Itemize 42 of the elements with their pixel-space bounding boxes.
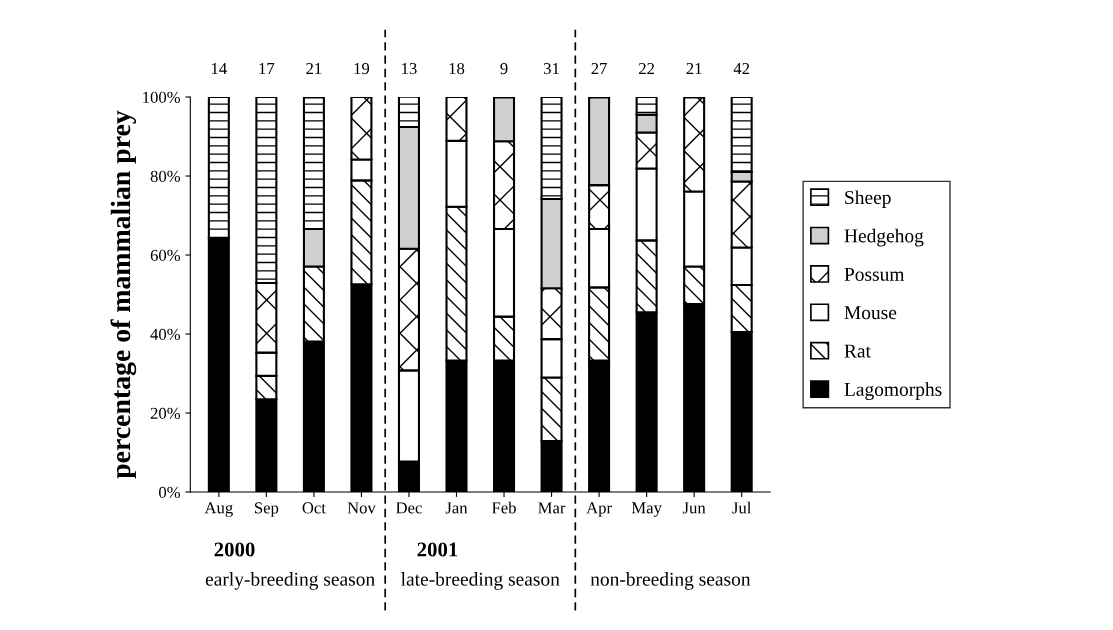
- x-tick-label: Feb: [492, 501, 516, 514]
- annotation: 13: [402, 62, 417, 75]
- x-tick-label: Mar: [538, 502, 566, 514]
- annotation: 21: [686, 62, 702, 75]
- y-tick-label: 80%: [150, 170, 181, 183]
- text: late-breeding season: [401, 572, 560, 590]
- x-tick-label: Nov: [347, 502, 376, 514]
- legend-label: Lagomorphs: [844, 382, 942, 400]
- y-tick-label: 40%: [150, 328, 181, 341]
- x-tick-label: Jul: [732, 501, 752, 514]
- y-tick-label: 100%: [143, 91, 181, 104]
- x-tick-label: Jan: [445, 502, 468, 514]
- annotation: 27: [591, 62, 607, 75]
- x-tick-label: Jun: [682, 502, 706, 514]
- annotation: 31: [544, 62, 559, 75]
- y-tick-label: 0%: [159, 486, 181, 499]
- legend-label: Hedgehog: [844, 228, 924, 247]
- text: 2001: [417, 542, 458, 557]
- text: early-breeding season: [205, 572, 375, 590]
- x-tick-label: Sep: [254, 502, 279, 517]
- text: non-breeding season: [590, 572, 751, 590]
- legend-label: Sheep: [845, 190, 891, 209]
- annotation: 18: [449, 62, 465, 75]
- y-axis-title: percentage of mammalian prey: [110, 110, 137, 479]
- annotation: 42: [733, 62, 750, 75]
- x-tick-label: May: [631, 502, 662, 517]
- x-tick-label: Apr: [586, 502, 612, 517]
- legend-label: Possum: [844, 267, 905, 281]
- annotation: 17: [259, 63, 275, 75]
- x-tick-label: Aug: [204, 502, 233, 517]
- annotation: 14: [211, 63, 227, 75]
- annotation: 21: [306, 62, 322, 75]
- legend-label: Mouse: [844, 306, 897, 320]
- annotation: 22: [639, 62, 655, 75]
- annotation: 19: [354, 62, 370, 75]
- legend-label: Rat: [844, 344, 871, 358]
- y-tick-label: 60%: [150, 249, 181, 262]
- annotation: 9: [500, 62, 508, 75]
- y-tick-label: 20%: [150, 407, 181, 420]
- x-tick-label: Oct: [302, 502, 326, 514]
- x-tick-label: Dec: [396, 502, 422, 514]
- text: 2000: [214, 542, 255, 557]
